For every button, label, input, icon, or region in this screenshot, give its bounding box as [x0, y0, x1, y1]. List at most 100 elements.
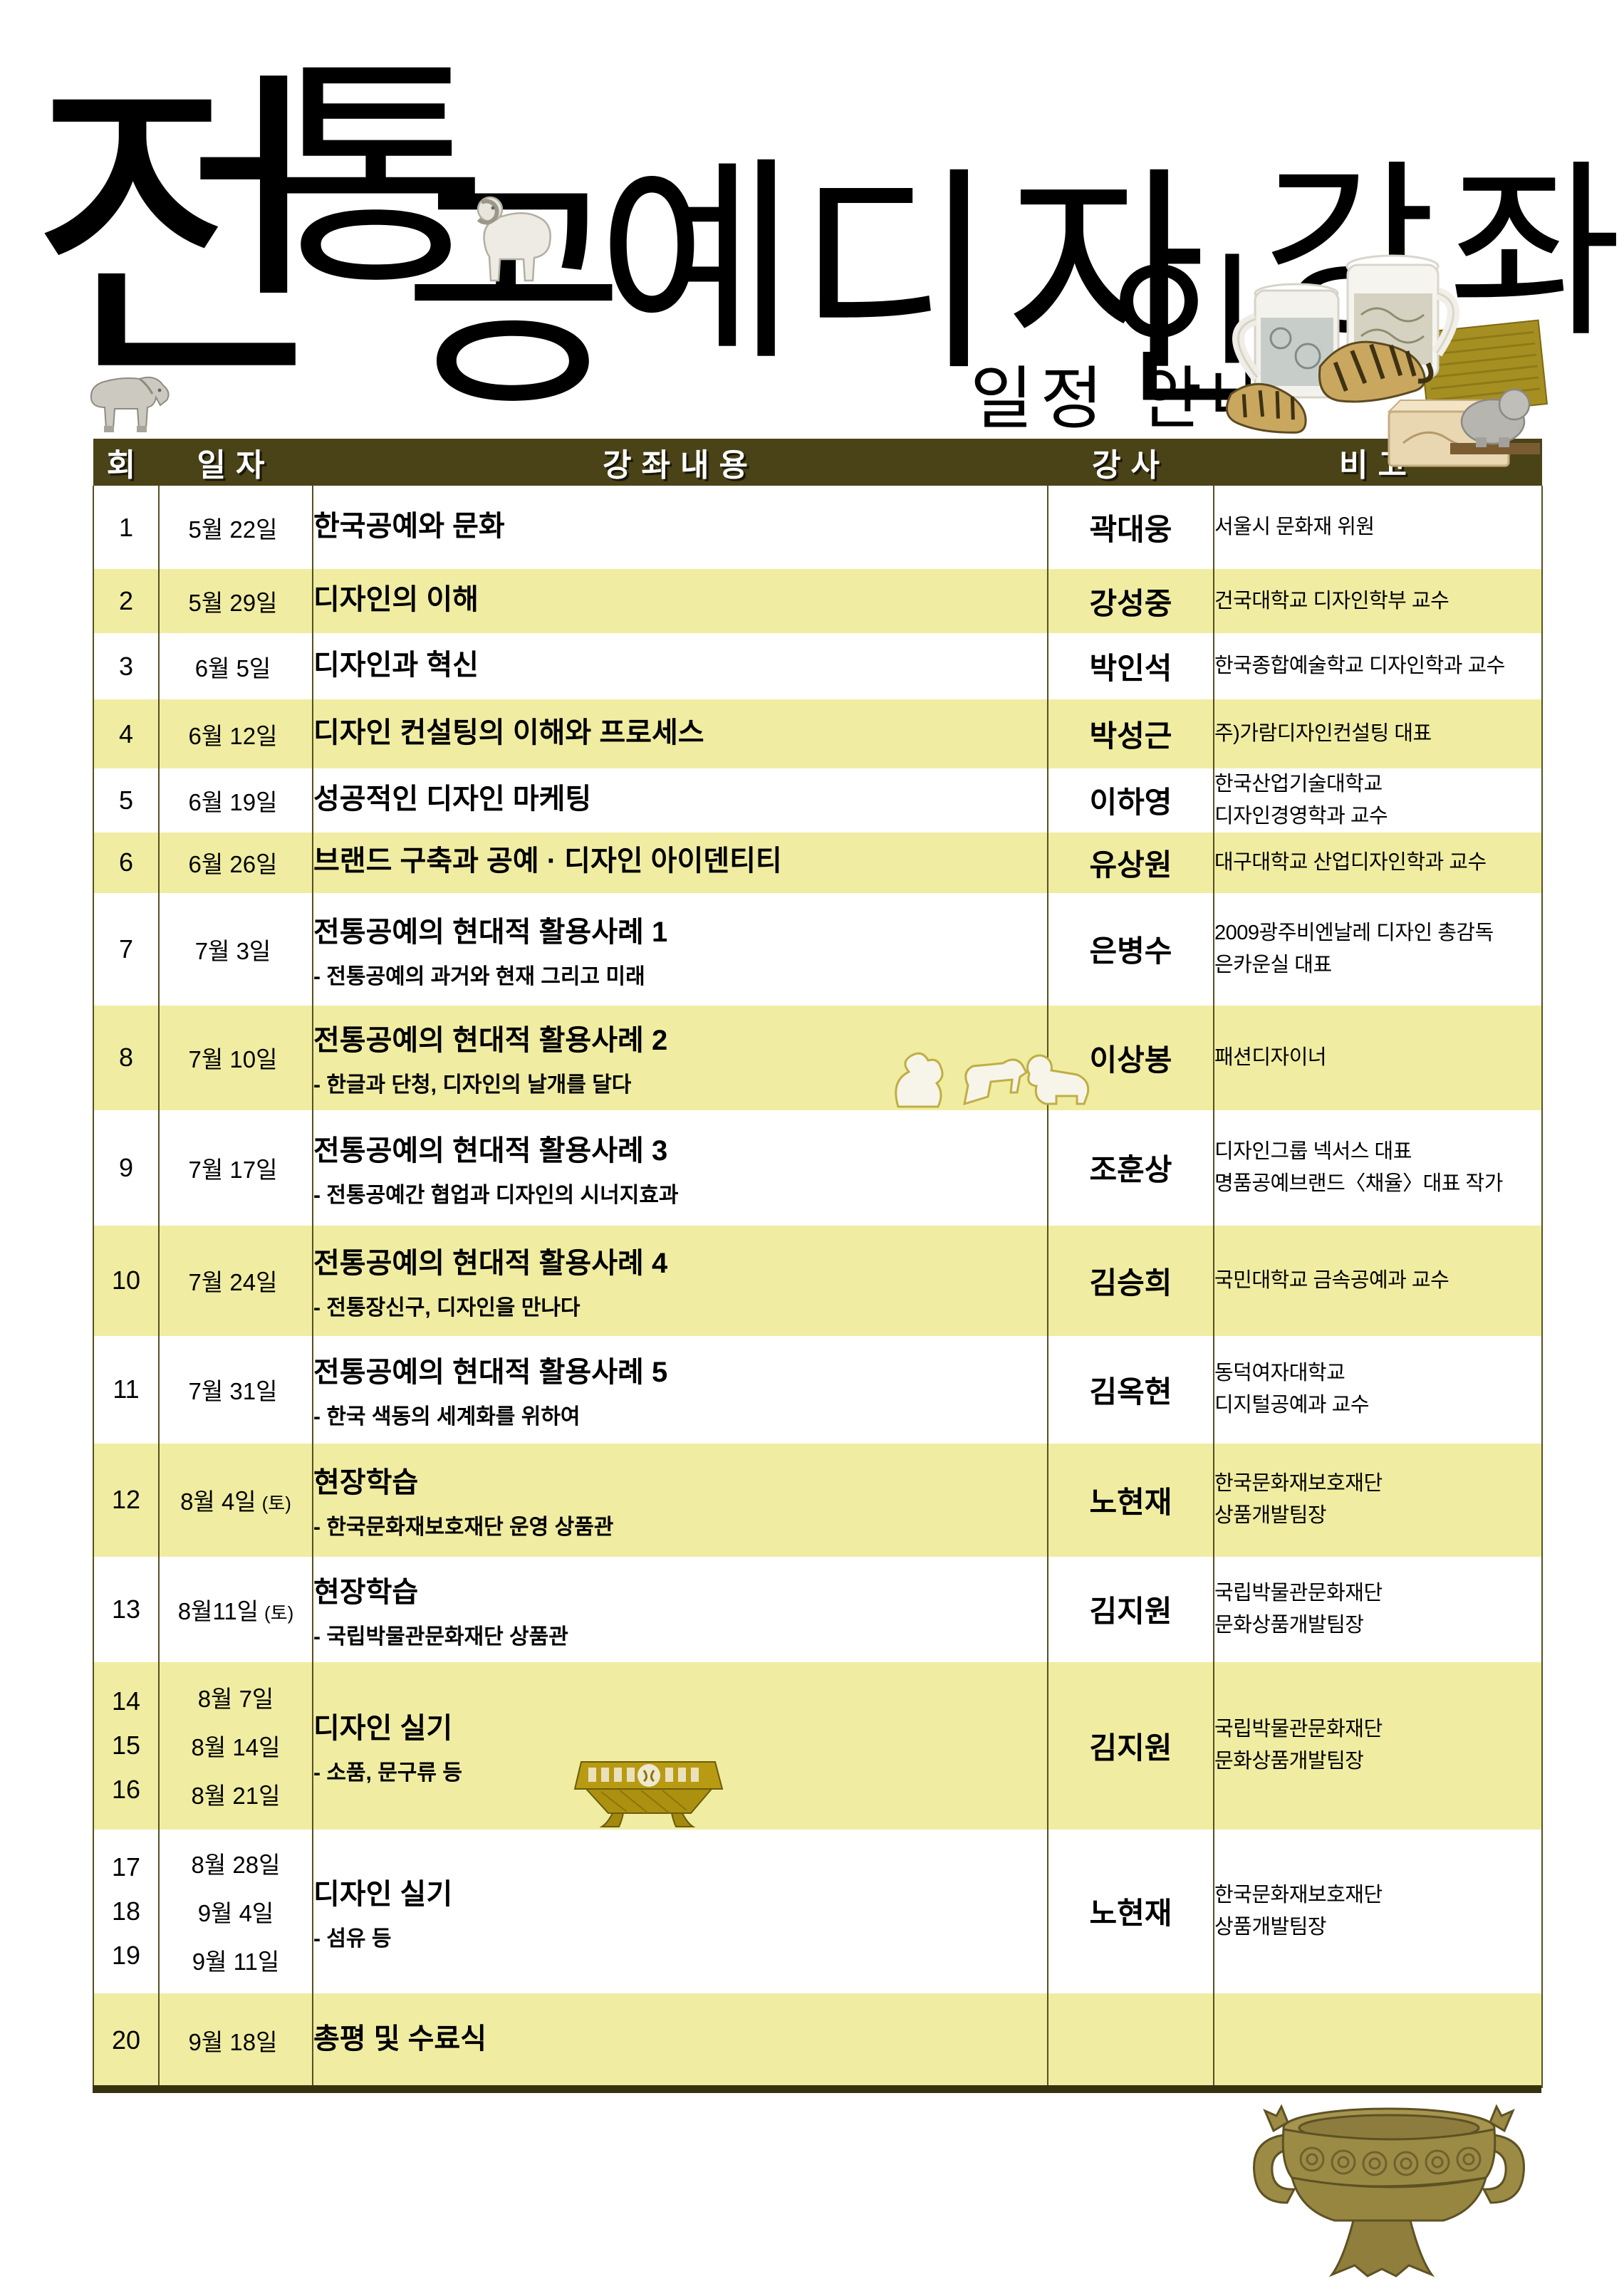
session-date: 6월 5일	[158, 633, 313, 699]
session-number: 10	[93, 1225, 160, 1336]
table-row: 9 7월 17일 전통공예의 현대적 활용사례 3- 전통공예간 협업과 디자인…	[93, 1110, 1543, 1226]
table-row: 10 7월 24일 전통공예의 현대적 활용사례 4- 전통장신구, 디자인을 …	[93, 1225, 1543, 1336]
table-row: 4 6월 12일 디자인 컨설팅의 이해와 프로세스 박성근 주)가람디자인컨설…	[93, 699, 1543, 768]
session-date: 8월 4일 (토)	[158, 1443, 313, 1557]
session-number: 1	[93, 486, 160, 569]
note: 서울시 문화재 위원	[1213, 486, 1543, 569]
table-row: 11 7월 31일 전통공예의 현대적 활용사례 5- 한국 색동의 세계화를 …	[93, 1335, 1543, 1444]
table-row: 6 6월 26일 브랜드 구축과 공예 · 디자인 아이덴티티 유상원 대구대학…	[93, 832, 1543, 893]
session-number: 20	[93, 1993, 160, 2088]
session-dates: 8월 28일 9월 4일 9월 11일	[158, 1829, 313, 1993]
session-numbers: 14 15 16	[93, 1661, 160, 1830]
horse-figurine-image	[90, 376, 170, 432]
session-number: 2	[93, 569, 160, 633]
table-row: 2 5월 29일 디자인의 이해 강성중 건국대학교 디자인학부 교수	[93, 569, 1543, 633]
note: 한국문화재보호재단 상품개발팀장	[1213, 1443, 1543, 1557]
lecturer-name: 은병수	[1047, 892, 1214, 1006]
session-number: 8	[93, 1005, 160, 1110]
lecture-content: 디자인 실기 - 소품, 문구류 등	[312, 1661, 1048, 1830]
lecture-content: 성공적인 디자인 마케팅	[312, 768, 1048, 833]
table-row: 20 9월 18일 총평 및 수료식	[93, 1993, 1543, 2088]
craft-products-photo	[1225, 254, 1548, 467]
lecturer-name: 강성중	[1047, 569, 1214, 633]
column-header-date: 일자	[159, 439, 313, 486]
session-date: 7월 17일	[158, 1110, 313, 1226]
note: 동덕여자대학교 디지털공예과 교수	[1213, 1335, 1543, 1444]
session-date: 5월 29일	[158, 569, 313, 633]
table-row: 12 8월 4일 (토) 현장학습 - 한국문화재보호재단 운영 상품관 노현재 한…	[93, 1443, 1543, 1557]
animal-figurines-image	[895, 1052, 1090, 1108]
table-row: 13 8월11일 (토) 현장학습 - 국립박물관문화재단 상품관 김지원 국립박물…	[93, 1556, 1543, 1662]
session-number: 4	[93, 699, 160, 768]
session-date: 6월 12일	[158, 699, 313, 768]
lecture-content: 전통공예의 현대적 활용사례 1- 전통공예의 과거와 현재 그리고 미래	[312, 892, 1048, 1006]
lecturer-name: 이하영	[1047, 768, 1214, 833]
note: 한국산업기술대학교 디자인경영학과 교수	[1213, 768, 1543, 833]
gold-censer-ornament-image	[573, 1761, 724, 1827]
title-word-tong: 통	[265, 37, 488, 319]
note: 국민대학교 금속공예과 교수	[1213, 1225, 1543, 1336]
note	[1213, 1993, 1543, 2088]
lecturer-name: 박성근	[1047, 699, 1214, 768]
column-header-lecturer: 강사	[1048, 439, 1214, 486]
note: 국립박물관문화재단 문화상품개발팀장	[1213, 1556, 1543, 1662]
session-number: 5	[93, 768, 160, 833]
lecturer-name: 김옥현	[1047, 1335, 1214, 1444]
session-date: 6월 19일	[158, 768, 313, 833]
table-row-multi-session: 14 15 16 8월 7일 8월 14일 8월 21일 디자인 실기 - 소품, 문구류…	[93, 1661, 1543, 1830]
note: 국립박물관문화재단 문화상품개발팀장	[1213, 1661, 1543, 1830]
table-row: 8 7월 10일 전통공예의 현대적 활용사례 2- 한글과 단청, 디자인의 …	[93, 1005, 1543, 1110]
note: 디자인그룹 넥서스 대표 명품공예브랜드〈채율〉대표 작가	[1213, 1110, 1543, 1226]
note: 한국종합예술학교 디자인학과 교수	[1213, 633, 1543, 699]
lecturer-name	[1047, 1993, 1214, 2088]
lecture-content: 디자인 실기 - 섬유 등	[312, 1829, 1048, 1993]
lecture-content: 총평 및 수료식	[312, 1993, 1048, 2088]
lecturer-name: 박인석	[1047, 633, 1214, 699]
session-date: 7월 24일	[158, 1225, 313, 1336]
lecture-content: 전통공예의 현대적 활용사례 3- 전통공예간 협업과 디자인의 시너지효과	[312, 1110, 1048, 1226]
lecturer-name: 유상원	[1047, 832, 1214, 893]
lecturer-name: 곽대웅	[1047, 486, 1214, 569]
lecturer-name: 김승희	[1047, 1225, 1214, 1336]
note: 패션디자이너	[1213, 1005, 1543, 1110]
note: 2009광주비엔날레 디자인 총감독 은카운실 대표	[1213, 892, 1543, 1006]
lecture-content: 디자인과 혁신	[312, 633, 1048, 699]
session-number: 12	[93, 1443, 160, 1557]
lecturer-name: 노현재	[1047, 1829, 1214, 1993]
session-number: 3	[93, 633, 160, 699]
table-row: 1 5월 22일 한국공예와 문화 곽대웅 서울시 문화재 위원	[93, 486, 1543, 569]
session-date: 7월 31일	[158, 1335, 313, 1444]
session-number: 7	[93, 892, 160, 1006]
table-row: 5 6월 19일 성공적인 디자인 마케팅 이하영 한국산업기술대학교 디자인경영…	[93, 768, 1543, 833]
note: 한국문화재보호재단 상품개발팀장	[1213, 1829, 1543, 1993]
lecture-content: 전통공예의 현대적 활용사례 4- 전통장신구, 디자인을 만나다	[312, 1225, 1048, 1336]
lecture-content: 브랜드 구축과 공예 · 디자인 아이덴티티	[312, 832, 1048, 893]
session-number: 13	[93, 1556, 160, 1662]
session-date: 7월 3일	[158, 892, 313, 1006]
lecture-content: 디자인 컨설팅의 이해와 프로세스	[312, 699, 1048, 768]
session-date: 5월 22일	[158, 486, 313, 569]
title-word-dija: 디자	[796, 147, 1217, 400]
lecturer-name: 김지원	[1047, 1556, 1214, 1662]
table-row: 3 6월 5일 디자인과 혁신 박인석 한국종합예술학교 디자인학과 교수	[93, 633, 1543, 699]
lecture-content: 현장학습 - 한국문화재보호재단 운영 상품관	[312, 1443, 1048, 1557]
title-word-jeon: 전	[27, 43, 329, 424]
title-word-ye: 예	[597, 137, 797, 390]
bronze-vessel-photo	[1253, 2104, 1525, 2277]
schedule-subtitle: 일정 안내	[970, 359, 1279, 439]
session-date: 8월11일 (토)	[158, 1556, 313, 1662]
session-date: 6월 26일	[158, 832, 313, 893]
session-dates: 8월 7일 8월 14일 8월 21일	[158, 1661, 313, 1830]
note: 건국대학교 디자인학부 교수	[1213, 569, 1543, 633]
table-header-row: 회 일자 강좌내용 강사 비고	[93, 439, 1542, 486]
lecture-content: 전통공예의 현대적 활용사례 5- 한국 색동의 세계화를 위하여	[312, 1335, 1048, 1444]
session-number: 6	[93, 832, 160, 893]
lecturer-name: 김지원	[1047, 1661, 1214, 1830]
lecture-content: 현장학습 - 국립박물관문화재단 상품관	[312, 1556, 1048, 1662]
note: 주)가람디자인컨설팅 대표	[1213, 699, 1543, 768]
column-header-session: 회	[93, 439, 159, 486]
table-row-multi-session: 17 18 19 8월 28일 9월 4일 9월 11일 디자인 실기 - 섬유 등 노현…	[93, 1829, 1543, 1993]
table-row: 7 7월 3일 전통공예의 현대적 활용사례 1- 전통공예의 과거와 현재 그…	[93, 892, 1543, 1006]
lecturer-name: 조훈상	[1047, 1110, 1214, 1226]
